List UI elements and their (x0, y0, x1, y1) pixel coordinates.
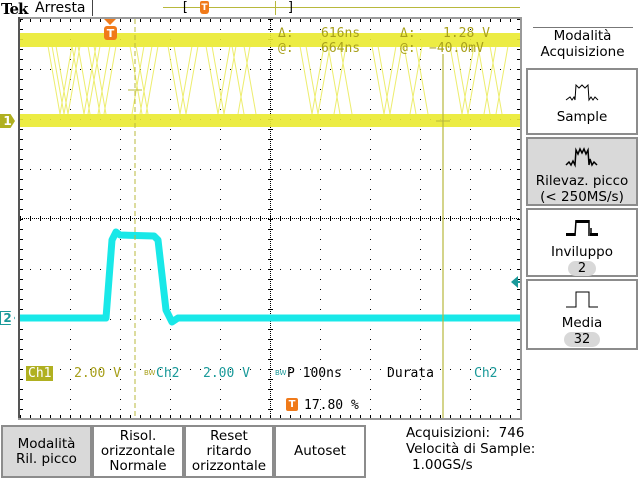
side-menu-title-line1: Modalità (553, 28, 612, 44)
volt-delta-value: 1.28 V (443, 26, 490, 41)
sample-rate-value: 1.00GS/s (412, 457, 473, 473)
sample-label: Sample (556, 109, 608, 125)
volt-delta-label: Δ: (400, 26, 416, 41)
trigger-position-icon: T (286, 398, 298, 411)
bottom-btn-2-line3: Normale (109, 458, 167, 474)
bottom-btn-4-line1: Autoset (294, 443, 346, 459)
time-at-label: @: (278, 41, 294, 56)
horizontal-resolution-button[interactable]: Risol. orizzontale Normale (92, 425, 184, 478)
acq-mode-average-button[interactable]: Media 32 (526, 279, 638, 350)
peak-detect-label: Rilevaz. picco (535, 173, 629, 189)
bottom-btn-2-line1: Risol. (119, 428, 157, 444)
acquisitions-label: Acquisizioni: (406, 425, 491, 441)
graticule-border-right (520, 17, 522, 420)
ch2-label[interactable]: Ch2 (156, 366, 180, 381)
peak-detect-sublabel: (< 250MS/s) (540, 189, 624, 205)
status-separator (92, 0, 93, 16)
acq-mode-sample-button[interactable]: Sample (526, 68, 638, 135)
top-status-bar: Tek Arresta [ ] T (0, 0, 640, 18)
side-menu-title-line2: Acquisizione (540, 44, 625, 60)
side-menu-title: Modalità Acquisizione (525, 28, 640, 60)
trigger-position: 17.80 % (304, 398, 359, 413)
time-at-value: 664ns (321, 41, 361, 56)
envelope-count: 2 (567, 261, 597, 276)
acq-mode-envelope-button[interactable]: Inviluppo 2 (526, 208, 638, 277)
reset-horizontal-delay-button[interactable]: Reset ritardo orizzontale (184, 425, 274, 478)
average-count: 32 (563, 332, 601, 347)
average-waveform-icon (566, 291, 598, 308)
volt-at-value: −40.0mV (429, 41, 484, 56)
volt-at-label: @: (400, 41, 416, 56)
sample-waveform-icon (565, 83, 599, 102)
ch2-scale: 2.00 V (203, 366, 250, 381)
graticule-border-bottom (18, 418, 522, 420)
bottom-btn-1-line2: Ril. picco (16, 450, 77, 467)
time-delta-value: 616ns (321, 26, 361, 41)
record-trigger-icon: T (200, 1, 209, 14)
brand-logo: Tek (1, 0, 28, 18)
ch2-ground-marker[interactable]: 2 (0, 311, 15, 325)
acquisition-info: Acquisizioni: 746 Velocità di Sample: 1.… (406, 425, 535, 473)
peak-detect-waveform-icon (565, 147, 598, 168)
record-window-bracket-left: [ (181, 0, 189, 15)
svg-text:T: T (107, 27, 115, 40)
trigger-type: Durata (387, 366, 434, 381)
trigger-level-arrow (511, 276, 518, 288)
bw-limit-icon-2: BW (275, 369, 287, 377)
ch2-waveform (20, 228, 520, 326)
record-window-bracket-right: ] (287, 0, 295, 15)
acq-mode-peak-detect-button[interactable]: Rilevaz. picco (< 250MS/s) (526, 137, 638, 206)
graticule-border-top (18, 17, 522, 19)
envelope-label: Inviluppo (551, 244, 613, 260)
trigger-source: Ch2 (474, 366, 498, 381)
peak-detect-mode-button[interactable]: Modalità Ril. picco (1, 425, 92, 478)
record-position-bar (163, 7, 520, 8)
ch1-scale: 2.00 V (74, 366, 121, 381)
menu-title-divider (533, 27, 633, 28)
envelope-waveform-icon (566, 219, 598, 237)
autoset-button[interactable]: Autoset (274, 425, 366, 478)
ch1-label[interactable]: Ch1 (26, 366, 54, 381)
time-delta-label: Δ: (278, 26, 294, 41)
timebase-readout: P 100ns (287, 366, 342, 381)
record-center-tick (275, 1, 276, 15)
average-label: Media (561, 315, 603, 331)
bottom-btn-2-line2: orizzontale (100, 443, 176, 459)
acquisition-status: Arresta (35, 0, 86, 16)
bottom-btn-3-line3: orizzontale (191, 458, 267, 474)
ch1-waveform (20, 33, 520, 127)
acquisitions-value: 746 (498, 425, 525, 441)
bottom-btn-3-line1: Reset (210, 428, 248, 444)
bw-limit-icon: BW (144, 369, 156, 377)
sample-rate-label: Velocità di Sample: (406, 441, 536, 457)
graticule-border-left (18, 17, 20, 420)
bottom-btn-3-line2: ritardo (206, 443, 252, 459)
ch1-ground-marker[interactable]: 1 (0, 114, 15, 128)
bottom-btn-1-line1: Modalità (17, 435, 76, 452)
